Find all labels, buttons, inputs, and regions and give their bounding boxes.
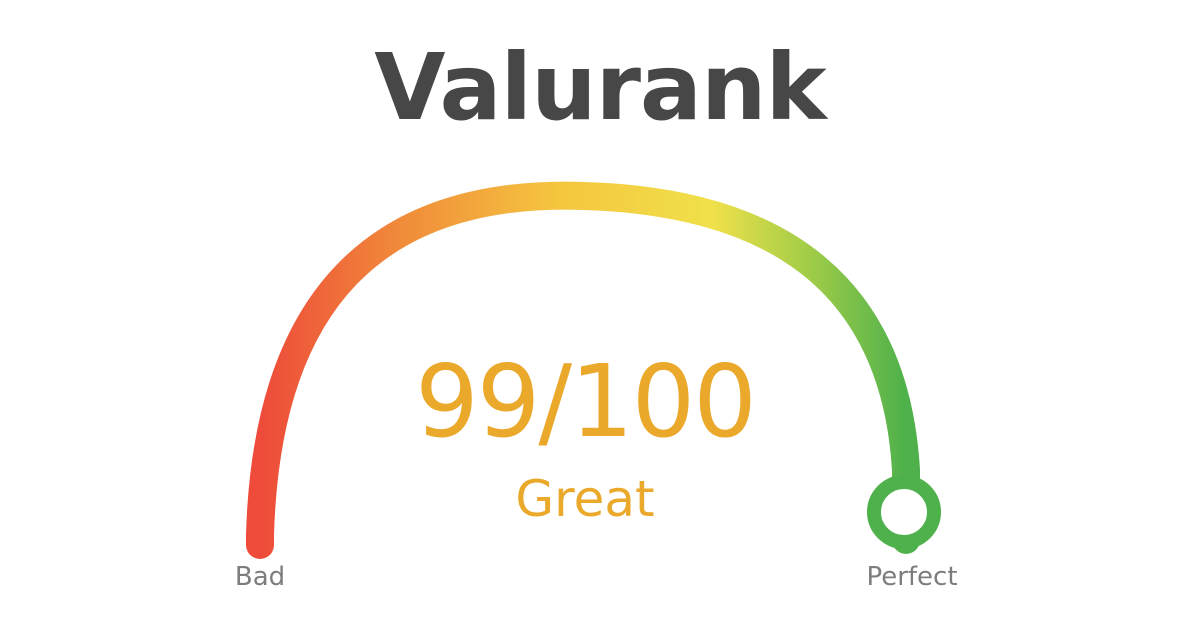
rating-label: Great [515, 470, 655, 528]
gauge-knob [867, 475, 941, 549]
gauge-min-label: Bad [234, 562, 286, 592]
gauge-max-label: Perfect [866, 562, 958, 592]
brand-title: Valurank [374, 34, 826, 141]
gauge-arc [246, 181, 920, 559]
score-value: 99/100 [415, 343, 757, 460]
